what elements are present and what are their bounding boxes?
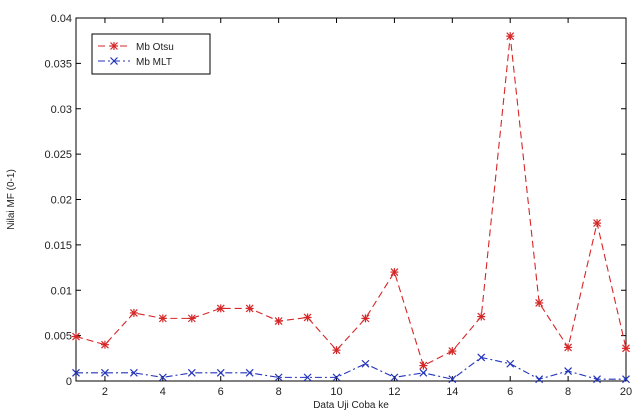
data-point [158, 373, 167, 382]
y-tick-label: 0.035 [44, 58, 72, 70]
data-point [303, 373, 312, 382]
data-point [622, 375, 630, 384]
data-point [101, 368, 109, 377]
data-point [158, 314, 167, 323]
data-point [477, 312, 486, 321]
data-point [72, 368, 80, 377]
series-2 [72, 353, 630, 384]
plot-area [75, 17, 627, 382]
data-point [506, 32, 515, 41]
data-point [129, 368, 138, 377]
data-point [535, 298, 544, 307]
y-tick-label: 0.015 [44, 240, 72, 252]
legend-label: Mb Otsu [136, 42, 174, 53]
y-tick-label: 0.03 [51, 104, 72, 116]
data-point [332, 373, 341, 382]
data-point [593, 375, 601, 384]
data-point [100, 340, 109, 349]
x-tick-label: 12 [388, 386, 400, 398]
y-axis-label: Nilai MF (0-1) [6, 169, 17, 230]
x-tick-label: 6 [507, 386, 513, 398]
data-point [187, 368, 196, 377]
y-tick-label: 0.01 [51, 285, 72, 297]
legend-item: Mb MLT [98, 57, 172, 68]
data-point [390, 373, 399, 382]
data-point [448, 375, 457, 384]
data-point [245, 304, 254, 313]
data-point [361, 359, 370, 368]
data-point [129, 308, 138, 317]
legend-label: Mb MLT [136, 57, 172, 68]
series-line [75, 36, 627, 367]
data-point [419, 361, 428, 370]
y-tick-label: 0.025 [44, 149, 72, 161]
y-tick-label: 0.04 [51, 13, 72, 25]
data-point [245, 368, 254, 377]
y-tick-label: 0.02 [51, 195, 72, 207]
y-tick-label: 0 [66, 376, 72, 388]
data-point [535, 375, 544, 384]
data-point [361, 314, 370, 323]
x-tick-label: 8 [276, 386, 282, 398]
data-point [72, 332, 80, 341]
data-point [332, 346, 341, 355]
x-tick-label: 14 [446, 386, 458, 398]
data-point [274, 373, 283, 382]
x-tick-label: 2 [102, 386, 108, 398]
x-tick-label: 4 [160, 386, 166, 398]
data-point [216, 368, 225, 377]
series-1 [72, 32, 630, 370]
legend-item: Mb Otsu [98, 42, 174, 53]
axis-ticks: 0 0.005 0.01 0.015 0.02 0.025 0.03 0.035 0.04 2 4 6… [44, 13, 632, 398]
data-point [187, 314, 196, 323]
x-tick-label: 10 [330, 386, 342, 398]
data-point [506, 359, 515, 368]
data-point [216, 304, 225, 313]
data-point [419, 368, 428, 377]
data-point [110, 42, 118, 50]
data-point [303, 313, 312, 322]
x-axis-label: Data Uji Coba ke [313, 400, 389, 411]
x-tick-label: 20 [620, 386, 632, 398]
y-tick-label: 0.005 [44, 331, 72, 343]
data-point [477, 353, 486, 362]
data-point [622, 344, 630, 353]
legend-box [91, 33, 211, 75]
legend: Mb Otsu Mb MLT [91, 33, 211, 75]
data-point [274, 317, 283, 326]
x-tick-label: 8 [565, 386, 571, 398]
series-line [76, 356, 626, 380]
data-point [448, 347, 457, 356]
data-point [564, 343, 573, 352]
data-point [110, 57, 118, 65]
data-point [593, 219, 602, 228]
data-point [564, 367, 573, 375]
x-tick-label: 6 [218, 386, 224, 398]
series-layer [72, 32, 630, 384]
data-point [390, 268, 399, 277]
